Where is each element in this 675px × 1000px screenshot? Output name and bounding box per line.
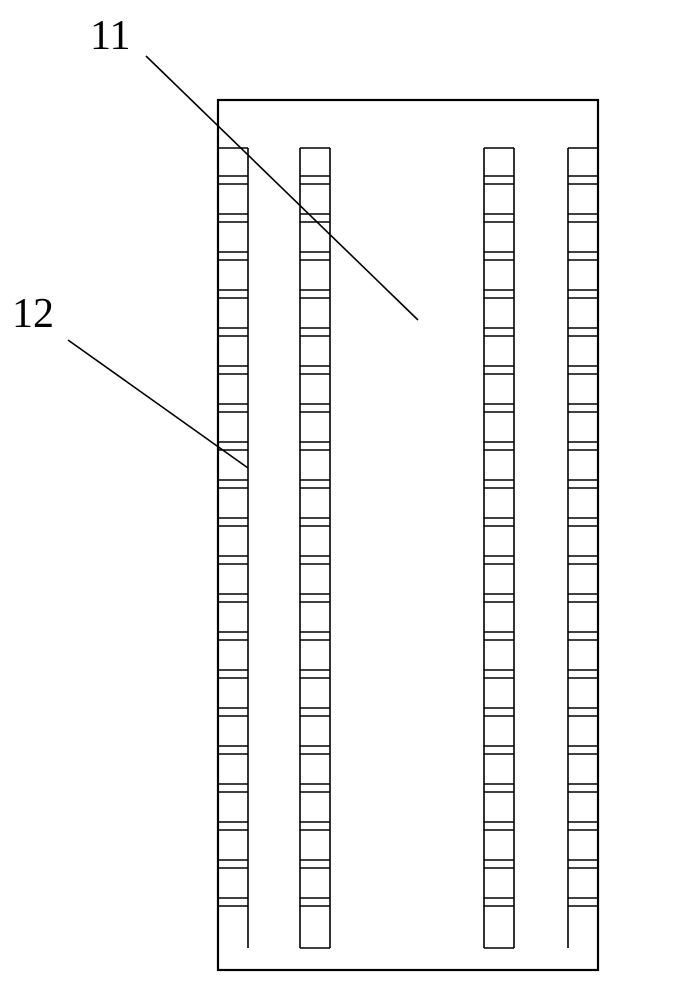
technical-drawing [0,0,675,1000]
diagram-canvas: 11 12 [0,0,675,1000]
